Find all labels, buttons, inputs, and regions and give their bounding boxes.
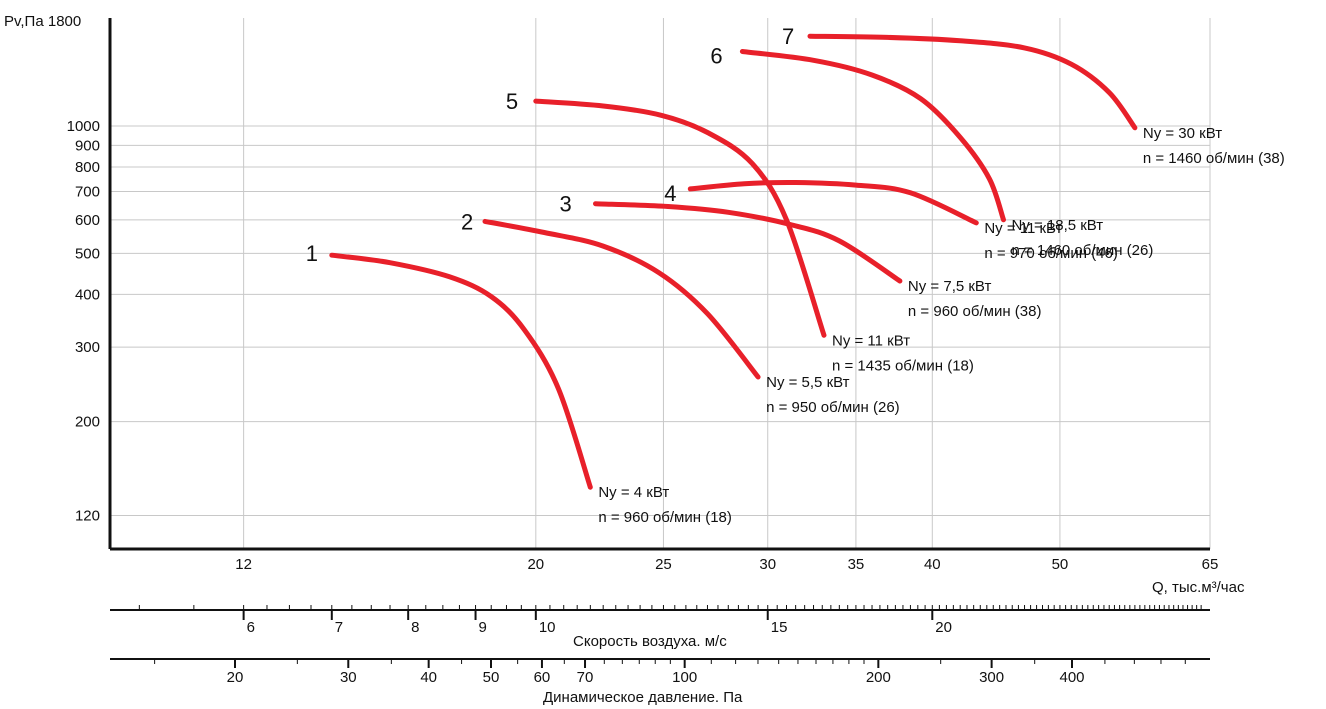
x-tick-label: 12: [235, 556, 252, 573]
pressure-tick-label: 20: [227, 669, 244, 686]
x-tick-label: 20: [527, 556, 544, 573]
y-tick-label: 500: [75, 245, 100, 262]
curves: [329, 33, 1138, 490]
y-tick-label: 200: [75, 414, 100, 431]
series-4-number: 4: [664, 181, 676, 206]
x-tick-label: 50: [1052, 556, 1069, 573]
series-3-annotation: n = 960 об/мин (38): [908, 303, 1042, 320]
pressure-tick-label: 50: [483, 669, 500, 686]
pressure-tick-label: 100: [672, 669, 697, 686]
x-tick-label: 65: [1202, 556, 1219, 573]
pressure-tick-label: 200: [866, 669, 891, 686]
series-6-annotation: n = 1460 об/мин (26): [1011, 242, 1153, 259]
pressure-scale-label: Динамическое давление. Па: [543, 689, 743, 706]
pressure-tick-label: 40: [420, 669, 437, 686]
pressure-tick-label: 400: [1059, 669, 1084, 686]
x-tick-label: 35: [848, 556, 865, 573]
y-tick-label: 1000: [67, 118, 100, 135]
pressure-tick-label: 300: [979, 669, 1004, 686]
series-3-annotation: Ny = 7,5 кВт: [908, 278, 992, 295]
speed-tick-label: 8: [411, 619, 419, 636]
pressure-scale: Динамическое давление. Па 20 30 40 50 60 70 10…: [110, 658, 1210, 706]
axes: [108, 18, 1210, 551]
y-tick-label: 120: [75, 508, 100, 525]
speed-tick-label: 10: [539, 619, 556, 636]
y-axis-title: Pv,Па 1800: [4, 13, 81, 30]
speed-scale-label: Скорость воздуха. м/с: [573, 633, 727, 650]
series-5-line: [533, 98, 827, 338]
x-tick-label: 40: [924, 556, 941, 573]
y-tick-label: 900: [75, 137, 100, 154]
labels: Pv,Па 1800 Q, тыс.м³/час 12 20 25 30 35 40 50 6…: [4, 13, 1285, 596]
series-4-line: [687, 179, 979, 226]
series-1-annotation: n = 960 об/мин (18): [598, 509, 732, 526]
series-4-annotation: Ny = 11 кВт: [984, 220, 1062, 237]
speed-tick-label: 7: [335, 619, 343, 636]
y-tick-label: 600: [75, 212, 100, 229]
series-3-number: 3: [560, 192, 572, 217]
speed-tick-label: 15: [771, 619, 788, 636]
series-7-annotation: n = 1460 об/мин (38): [1143, 150, 1285, 167]
y-tick-label: 700: [75, 184, 100, 201]
speed-scale: Скорость воздуха. м/с 6 7 8 9 10 15 20: [110, 605, 1210, 650]
speed-tick-label: 6: [247, 619, 255, 636]
series-5-annotation: n = 1435 об/мин (18): [832, 357, 974, 374]
series-2-number: 2: [461, 209, 473, 234]
series-1-annotation: Ny = 4 кВт: [598, 484, 669, 501]
x-tick-label: 30: [759, 556, 776, 573]
x-tick-label: 25: [655, 556, 672, 573]
series-2-annotation: Ny = 5,5 кВт: [766, 374, 850, 391]
series-6-line: [739, 49, 1006, 223]
series-7-number: 7: [782, 24, 794, 49]
y-tick-label: 300: [75, 339, 100, 356]
series-2-line: [482, 218, 761, 380]
y-tick-label: 400: [75, 286, 100, 303]
series-4-annotation: n = 970 об/мин (46): [984, 245, 1118, 262]
y-tick-label: 800: [75, 159, 100, 176]
pressure-tick-label: 60: [534, 669, 551, 686]
x-axis-title: Q, тыс.м³/час: [1152, 579, 1245, 596]
series-5-number: 5: [506, 89, 518, 114]
pressure-tick-label: 70: [577, 669, 594, 686]
speed-tick-label: 20: [935, 619, 952, 636]
speed-tick-label: 9: [479, 619, 487, 636]
series-2-annotation: n = 950 об/мин (26): [766, 399, 900, 416]
grid: [110, 18, 1211, 549]
series-7-annotation: Ny = 30 кВт: [1143, 125, 1222, 142]
series-6-number: 6: [710, 43, 722, 68]
series-7-line: [807, 33, 1138, 131]
series-5-annotation: Ny = 11 кВт: [832, 332, 910, 349]
series-6-annotation: Ny = 18,5 кВт: [1011, 217, 1103, 234]
series-3-line: [593, 201, 903, 284]
series-1-number: 1: [306, 241, 318, 266]
pressure-tick-label: 30: [340, 669, 357, 686]
series-1-line: [329, 252, 593, 490]
